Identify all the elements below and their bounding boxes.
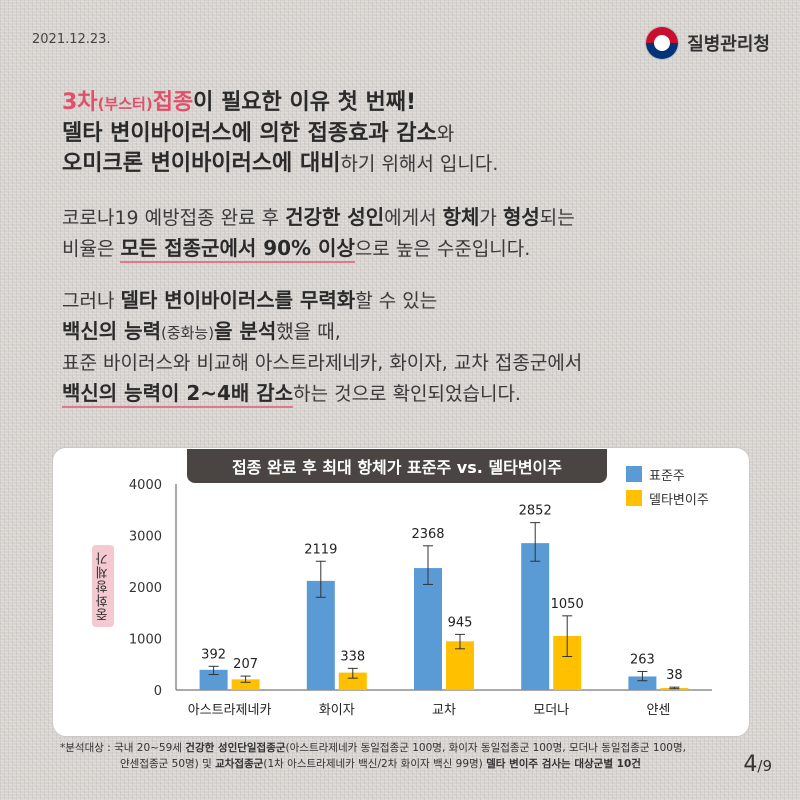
bar-delta — [231, 679, 260, 690]
bar-standard — [628, 676, 657, 690]
data-label: 263 — [630, 652, 655, 667]
legend: 표준주 델타변이주 — [626, 462, 709, 510]
chart-title: 접종 완료 후 최대 항체가 표준주 vs. 델타변이주 — [187, 449, 607, 483]
data-label: 2368 — [411, 527, 444, 542]
brand: 질병관리청 — [645, 26, 770, 60]
x-tick-label: 화이자 — [319, 703, 355, 718]
y-tick-label: 1000 — [129, 633, 162, 648]
y-tick-label: 4000 — [129, 478, 162, 493]
data-label: 2852 — [519, 504, 552, 519]
x-tick-label: 모더나 — [533, 703, 569, 718]
data-label: 392 — [201, 647, 226, 662]
data-label: 207 — [233, 657, 258, 672]
y-tick-label: 3000 — [129, 530, 162, 545]
data-label: 338 — [340, 649, 365, 664]
legend-item-delta: 델타변이주 — [626, 486, 709, 510]
data-label: 2119 — [304, 542, 337, 557]
bar-delta — [338, 672, 367, 690]
date: 2021.12.23. — [32, 32, 111, 47]
bar-standard — [414, 568, 442, 690]
kdca-logo-icon — [645, 26, 680, 60]
delta-paragraph: 그러나 델타 변이바이러스를 무력화할 수 있는 백신의 능력(중화능)을 분석… — [62, 285, 740, 409]
bar-standard — [199, 669, 228, 690]
y-axis-label: 중화항체가 — [92, 545, 114, 627]
data-label: 1050 — [551, 597, 584, 612]
brand-name: 질병관리청 — [687, 34, 770, 55]
legend-item-standard: 표준주 — [626, 462, 709, 486]
bar-chart: 0 1000 2000 3000 4000 아스트라제네카 392 207 화이자 2119 338… — [129, 478, 712, 718]
footnote: *분석대상 : 국내 20~59세 건강한 성인단일접종군(아스트라제네카 동일… — [60, 742, 686, 770]
y-tick-label: 0 — [154, 684, 162, 699]
bar-standard — [306, 580, 335, 690]
x-tick-label: 교차 — [432, 703, 456, 718]
x-tick-label: 아스트라제네카 — [188, 703, 272, 718]
data-label: 38 — [666, 668, 683, 683]
data-label: 945 — [448, 615, 473, 630]
y-tick-label: 2000 — [129, 581, 162, 596]
bar-delta — [446, 641, 474, 690]
antibody-paragraph: 코로나19 예방접종 완료 후 건강한 성인에게서 항체가 형성되는 비율은 모… — [62, 202, 740, 264]
page-indicator: 4/9 — [743, 752, 772, 777]
bar-standard — [521, 543, 550, 690]
x-tick-label: 얀센 — [646, 703, 670, 718]
intro-paragraph: 3차(부스터)접종이 필요한 이유 첫 번째! 델타 변이바이러스에 의한 접종… — [62, 90, 499, 176]
